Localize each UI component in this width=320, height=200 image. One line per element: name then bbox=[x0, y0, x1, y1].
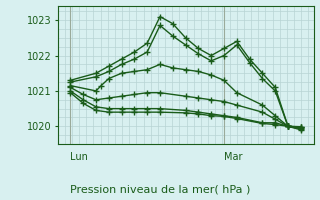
Text: Lun: Lun bbox=[70, 152, 88, 162]
Text: Pression niveau de la mer( hPa ): Pression niveau de la mer( hPa ) bbox=[70, 184, 250, 194]
Text: Mar: Mar bbox=[224, 152, 243, 162]
